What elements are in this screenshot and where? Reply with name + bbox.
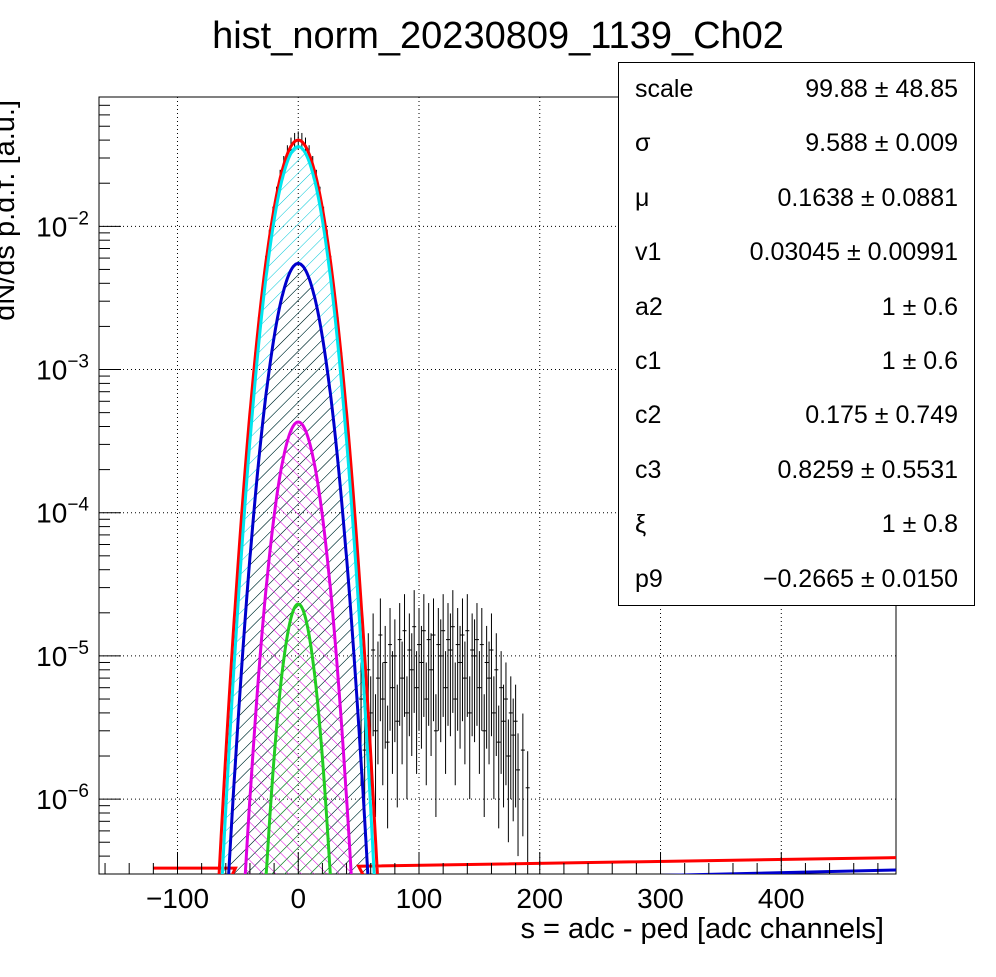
stats-row: scale 99.88 ± 48.85 [619, 63, 974, 117]
stats-param-name: scale [635, 75, 694, 103]
component-line [264, 602, 332, 874]
x-tick-label: 400 [758, 883, 805, 914]
chart-title: hist_norm_20230809_1139_Ch02 [212, 15, 784, 57]
stats-param-name: c1 [635, 347, 662, 375]
stats-param-name: μ [635, 183, 650, 212]
stats-param-name: ξ [635, 510, 647, 539]
total-fit-line [153, 138, 896, 874]
stats-param-value: 0.03045 ± 0.00991 [749, 238, 958, 267]
stats-row: c3 0.8259 ± 0.5531 [619, 444, 974, 498]
x-tick-label: −100 [146, 883, 209, 914]
stats-param-name: v1 [635, 238, 662, 267]
stats-param-name: c2 [635, 401, 662, 430]
stats-param-value: 0.8259 ± 0.5531 [777, 455, 958, 484]
component-fill [263, 604, 333, 874]
y-tick-label: 10−3 [36, 352, 89, 386]
stats-param-name: c3 [635, 455, 662, 484]
stats-param-name: σ [635, 129, 651, 158]
y-axis-label: dN/ds p.d.f. [a.u.] [0, 100, 21, 321]
y-tick-label: 10−2 [36, 208, 89, 242]
x-tick-label: 100 [396, 883, 443, 914]
x-tick-label: 0 [290, 883, 306, 914]
stats-row: ξ 1 ± 0.8 [619, 498, 974, 552]
x-tick-label: 300 [637, 883, 684, 914]
stats-param-name: a2 [635, 292, 663, 321]
stats-param-value: 1 ± 0.6 [881, 292, 958, 321]
stats-param-value: 0.1638 ± 0.0881 [777, 183, 958, 212]
stats-param-value: 9.588 ± 0.009 [805, 129, 958, 158]
component-line [243, 420, 353, 874]
y-tick-label: 10−5 [36, 638, 89, 672]
x-axis: −100 0 100 200 300 400 [104, 852, 879, 914]
y-tick-label: 10−6 [36, 781, 89, 815]
stats-row: p9 −0.2665 ± 0.0150 [619, 553, 974, 607]
stats-param-value: 0.175 ± 0.749 [805, 401, 958, 430]
fit-component-fills [220, 146, 377, 874]
x-axis-label: s = adc - ped [adc channels] [520, 913, 884, 945]
stats-param-name: p9 [635, 564, 663, 593]
stats-param-value: −0.2665 ± 0.0150 [762, 564, 958, 593]
stats-row: c2 0.175 ± 0.749 [619, 389, 974, 443]
stats-row: a2 1 ± 0.6 [619, 281, 974, 335]
component-line [220, 145, 376, 874]
stats-row: σ 9.588 ± 0.009 [619, 117, 974, 171]
y-axis: 10−6 10−5 10−4 10−3 10−2 [36, 96, 121, 875]
stats-row: v1 0.03045 ± 0.00991 [619, 226, 974, 280]
stats-param-value: 1 ± 0.6 [881, 347, 958, 375]
component-line [227, 262, 370, 874]
fit-stats-box: scale 99.88 ± 48.85 σ 9.588 ± 0.009 μ 0.1638 … [618, 62, 975, 606]
stats-param-value: 99.88 ± 48.85 [805, 75, 958, 103]
component-tail-line [659, 868, 896, 874]
stats-row: c1 1 ± 0.6 [619, 335, 974, 389]
x-tick-label: 200 [516, 883, 563, 914]
stats-row: μ 0.1638 ± 0.0881 [619, 172, 974, 226]
fit-curves [153, 138, 896, 874]
stats-param-value: 1 ± 0.8 [881, 510, 958, 539]
y-tick-label: 10−4 [36, 495, 89, 529]
